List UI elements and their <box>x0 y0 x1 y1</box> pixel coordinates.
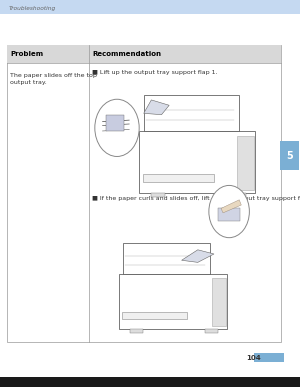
FancyBboxPatch shape <box>7 45 281 63</box>
Text: 104: 104 <box>246 355 261 361</box>
Bar <box>7 45 281 342</box>
Bar <box>238 135 254 190</box>
Text: ■ Lift up the output tray support flap 1.: ■ Lift up the output tray support flap 1… <box>92 70 218 75</box>
Bar <box>232 193 246 197</box>
Text: Problem: Problem <box>10 51 43 57</box>
Text: The paper slides off the top
output tray.: The paper slides off the top output tray… <box>10 73 97 85</box>
Text: Troubleshooting: Troubleshooting <box>9 6 56 10</box>
FancyBboxPatch shape <box>0 14 300 387</box>
Bar <box>122 312 187 319</box>
Bar <box>206 329 218 333</box>
Bar <box>130 329 143 333</box>
Bar <box>151 193 164 197</box>
FancyBboxPatch shape <box>280 141 299 170</box>
Text: Recommendation: Recommendation <box>92 51 161 57</box>
Bar <box>119 274 227 329</box>
Bar <box>212 278 226 326</box>
Bar <box>123 243 210 274</box>
Bar <box>144 96 238 131</box>
Circle shape <box>209 185 249 238</box>
Text: ■ If the paper curls and slides off, lift up the output tray support flap 2.: ■ If the paper curls and slides off, lif… <box>92 196 300 201</box>
Bar <box>142 174 214 182</box>
Text: 5: 5 <box>286 151 293 161</box>
Bar <box>106 115 124 131</box>
FancyBboxPatch shape <box>254 353 284 362</box>
Polygon shape <box>221 200 241 213</box>
Polygon shape <box>182 250 214 262</box>
Bar <box>218 208 240 221</box>
Polygon shape <box>144 100 169 115</box>
FancyBboxPatch shape <box>0 377 300 387</box>
FancyBboxPatch shape <box>0 0 300 14</box>
Circle shape <box>95 99 139 156</box>
Bar <box>139 131 255 193</box>
